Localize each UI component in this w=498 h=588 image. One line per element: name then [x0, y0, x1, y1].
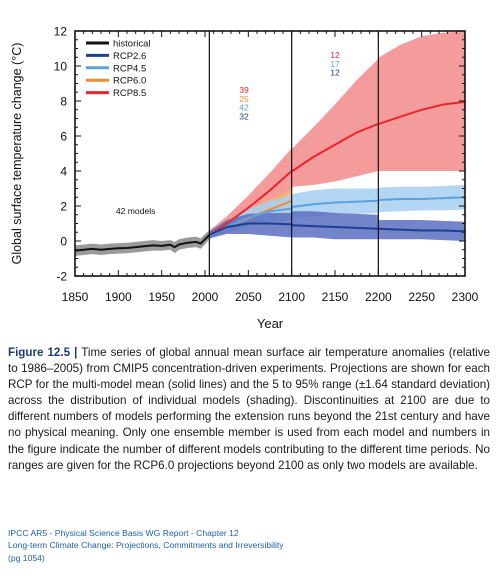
line-rcp2-6 — [208, 222, 465, 236]
legend-label-rcp2-6: RCP2.6 — [113, 51, 146, 62]
source-note: IPCC AR5 - Physical Science Basis WG Rep… — [8, 527, 284, 564]
x-tick-label: 2050 — [235, 290, 262, 304]
y-axis-label: Global surface temperature change (°C) — [10, 43, 24, 265]
model-count-label: 12 — [330, 50, 340, 60]
x-tick-label: 1950 — [148, 290, 175, 304]
figure-caption: Figure 12.5 | Time series of global annu… — [8, 345, 490, 474]
line-historical — [75, 234, 211, 252]
y-tick-label: -2 — [56, 270, 67, 284]
y-tick-label: 4 — [60, 165, 67, 179]
model-count-label: 25 — [239, 94, 249, 104]
x-tick-label: 1850 — [62, 290, 89, 304]
x-tick-label: 1900 — [105, 290, 132, 304]
y-tick-label: 0 — [60, 235, 67, 249]
model-count-label: 32 — [239, 111, 249, 121]
x-tick-label: 2300 — [452, 290, 479, 304]
y-tick-label: 8 — [60, 95, 67, 109]
line-rcp4-5 — [208, 196, 465, 236]
x-tick-label: 2250 — [408, 290, 435, 304]
model-count-label: 42 models — [116, 206, 156, 216]
y-tick-label: 10 — [54, 60, 68, 74]
source-line-2: Long-term Climate Change: Projections, C… — [8, 540, 284, 551]
line-rcp8-5 — [208, 100, 465, 236]
source-line-1: IPCC AR5 - Physical Science Basis WG Rep… — [8, 528, 239, 538]
model-count-label: 39 — [239, 85, 249, 95]
x-tick-label: 2100 — [278, 290, 305, 304]
x-tick-label: 2150 — [322, 290, 349, 304]
y-tick-label: 2 — [60, 200, 67, 214]
model-count-label: 42 — [239, 103, 249, 113]
figure-label: Figure 12.5 | — [8, 346, 78, 359]
legend-label-historical: historical — [113, 39, 151, 50]
legend-label-rcp4-5: RCP4.5 — [113, 63, 146, 74]
y-tick-label: 6 — [60, 130, 67, 144]
x-tick-label: 2200 — [365, 290, 392, 304]
caption-text: Time series of global annual mean surfac… — [8, 346, 490, 472]
legend-label-rcp6-0: RCP6.0 — [113, 76, 146, 87]
temperature-chart: 1850 1900 1950 2000 2050 2100 2150 2200 2250 2300… — [10, 25, 479, 332]
model-count-label: 17 — [330, 59, 340, 69]
x-axis-label: Year — [257, 316, 284, 331]
model-count-label: 12 — [330, 68, 340, 78]
y-tick-label: 12 — [54, 25, 68, 39]
legend-label-rcp8-5: RCP8.5 — [113, 88, 146, 99]
x-tick-label: 2000 — [192, 290, 219, 304]
source-line-3: (pg 1054) — [8, 552, 45, 563]
